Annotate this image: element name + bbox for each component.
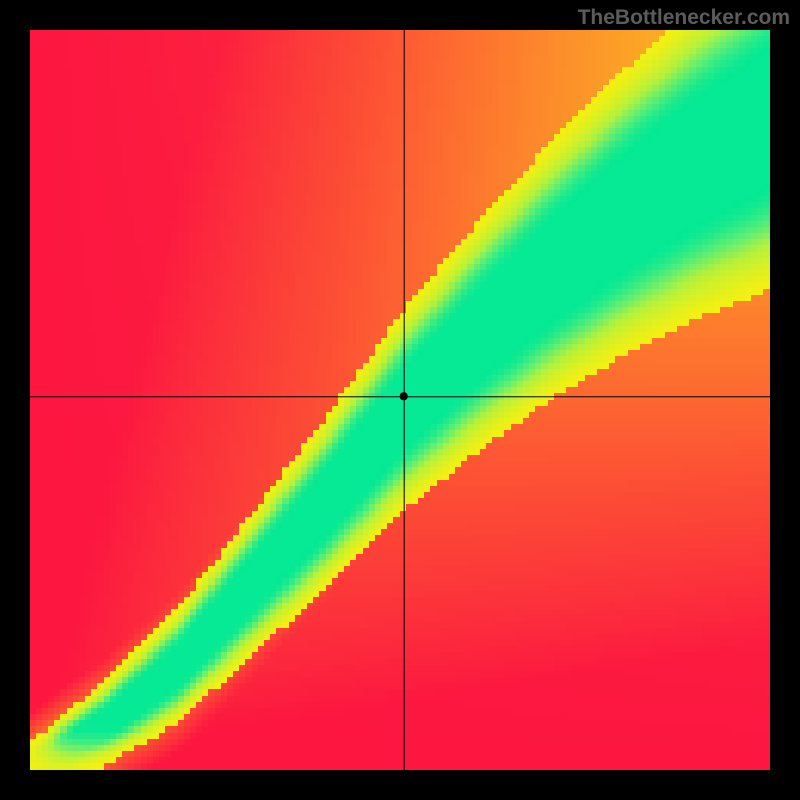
figure-container: TheBottlenecker.com bbox=[0, 0, 800, 800]
bottleneck-heatmap bbox=[30, 30, 770, 770]
watermark-text: TheBottlenecker.com bbox=[578, 6, 790, 30]
